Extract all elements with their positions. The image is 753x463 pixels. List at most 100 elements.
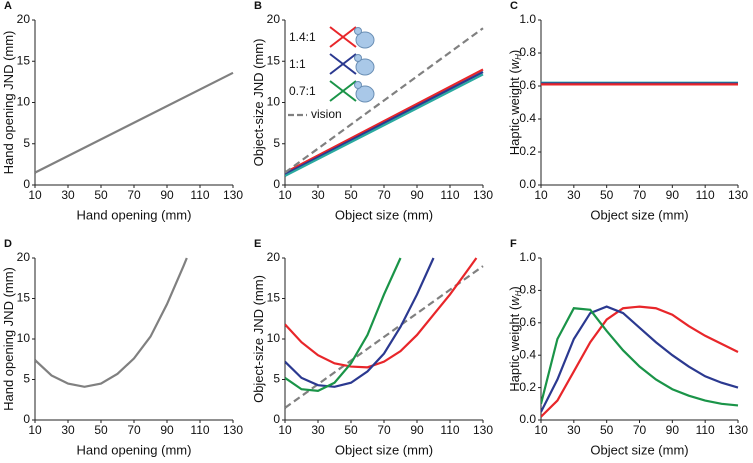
y-tick-label: 1.0 (519, 12, 536, 26)
data-line (541, 305, 739, 418)
y-tick-label: 5 (23, 136, 30, 150)
y-tick-label: 10 (267, 331, 281, 345)
legend-label: 1:1 (289, 57, 306, 71)
y-tick-label: 0 (273, 412, 280, 426)
x-axis-label: Hand opening (mm) (77, 207, 192, 222)
y-tick-label: 10 (267, 95, 281, 109)
panel-letter: B (254, 0, 262, 12)
y-tick-label: 5 (273, 372, 280, 386)
y-axis-label-part: Haptic weight ( (507, 305, 522, 392)
legend-hand (354, 81, 362, 89)
x-axis-label: Object size (mm) (590, 442, 688, 457)
y-tick-label: 1.0 (519, 250, 536, 264)
x-tick-label: 10 (534, 423, 548, 437)
panel-letter: C (510, 0, 518, 12)
panel-letter: A (4, 0, 12, 12)
x-tick-label: 110 (440, 188, 459, 202)
y-tick-label: 0.4 (519, 347, 536, 361)
y-tick-label: 0.2 (519, 380, 536, 394)
y-axis-label-part: H (514, 290, 523, 296)
y-axis-label-part: H (514, 54, 523, 60)
panel-letter: F (510, 238, 517, 250)
y-tick-label: 0.6 (519, 78, 536, 92)
y-axis-label: Haptic weight (wH) (507, 286, 523, 392)
x-tick-label: 90 (160, 423, 174, 437)
data-line (285, 257, 435, 388)
panel-letter: E (254, 238, 261, 250)
x-tick-label: 50 (94, 423, 108, 437)
y-tick-label: 5 (273, 136, 280, 150)
x-tick-label: 70 (633, 188, 647, 202)
x-tick-label: 130 (728, 423, 748, 437)
y-tick-label: 0.8 (519, 45, 536, 59)
y-tick-label: 0.8 (519, 283, 536, 297)
x-tick-label: 30 (567, 188, 581, 202)
x-tick-label: 90 (410, 423, 424, 437)
y-tick-label: 20 (267, 12, 281, 26)
data-line (541, 307, 739, 407)
legend-label: vision (311, 107, 342, 121)
y-tick-label: 20 (17, 250, 31, 264)
y-axis-label-part: Hand opening JND (mm) (1, 267, 16, 411)
y-tick-label: 20 (17, 12, 31, 26)
data-line (285, 257, 402, 392)
y-axis-label: Object-size JND (mm) (251, 39, 266, 167)
x-tick-label: 30 (567, 423, 581, 437)
x-tick-label: 70 (377, 188, 391, 202)
data-line (285, 68, 484, 174)
data-line (35, 71, 234, 174)
x-tick-label: 110 (696, 188, 715, 202)
data-line (285, 257, 478, 369)
x-tick-label: 10 (278, 188, 292, 202)
data-line (285, 265, 484, 409)
x-tick-label: 90 (160, 188, 174, 202)
y-tick-label: 15 (17, 53, 31, 67)
x-tick-label: 30 (61, 423, 75, 437)
y-tick-label: 10 (17, 95, 31, 109)
legend-hand (355, 85, 375, 103)
x-tick-label: 10 (278, 423, 292, 437)
y-tick-label: 0.4 (519, 111, 536, 125)
y-tick-label: 5 (23, 372, 30, 386)
panel: F 0.0 0.2 0.4 0.6 0.8 1.0 10 30 50 70 90 110 130 Objec… (507, 238, 748, 458)
x-tick-label: 50 (94, 188, 108, 202)
x-tick-label: 130 (473, 188, 493, 202)
y-tick-label: 0.6 (519, 315, 536, 329)
legend-icon (329, 80, 357, 102)
legend-label: 0.7:1 (289, 84, 316, 98)
y-axis-label: Haptic weight (wH) (507, 50, 523, 156)
x-axis-label: Object size (mm) (335, 207, 433, 222)
legend-hand (354, 54, 362, 62)
y-tick-label: 0 (23, 177, 30, 191)
panel: E 0 5 10 15 20 10 30 50 70 90 110 130 Object size (mm… (251, 238, 493, 458)
x-tick-label: 30 (311, 188, 325, 202)
x-tick-label: 110 (190, 423, 209, 437)
x-tick-label: 90 (666, 423, 680, 437)
x-tick-label: 50 (344, 188, 358, 202)
x-tick-label: 130 (223, 188, 243, 202)
x-axis-label: Object size (mm) (590, 207, 688, 222)
data-line (285, 70, 484, 176)
y-tick-label: 15 (17, 291, 31, 305)
y-tick-label: 0.0 (519, 412, 536, 426)
x-tick-label: 90 (410, 188, 424, 202)
x-tick-label: 110 (440, 423, 459, 437)
x-tick-label: 130 (473, 423, 493, 437)
data-line (285, 73, 484, 177)
y-axis-label-part: ) (507, 50, 522, 54)
y-tick-label: 0.2 (519, 144, 536, 158)
x-tick-label: 50 (344, 423, 358, 437)
data-line (285, 27, 484, 174)
data-line (541, 305, 739, 413)
y-tick-label: 0 (273, 177, 280, 191)
y-tick-label: 0 (23, 412, 30, 426)
y-axis-label: Hand opening JND (mm) (1, 31, 16, 175)
x-tick-label: 110 (190, 188, 209, 202)
y-tick-label: 10 (17, 331, 31, 345)
data-line (35, 257, 188, 388)
x-tick-label: 70 (127, 423, 141, 437)
y-axis-label-part: w (507, 58, 522, 69)
legend-hand (355, 31, 375, 49)
x-axis-label: Object size (mm) (335, 442, 433, 457)
